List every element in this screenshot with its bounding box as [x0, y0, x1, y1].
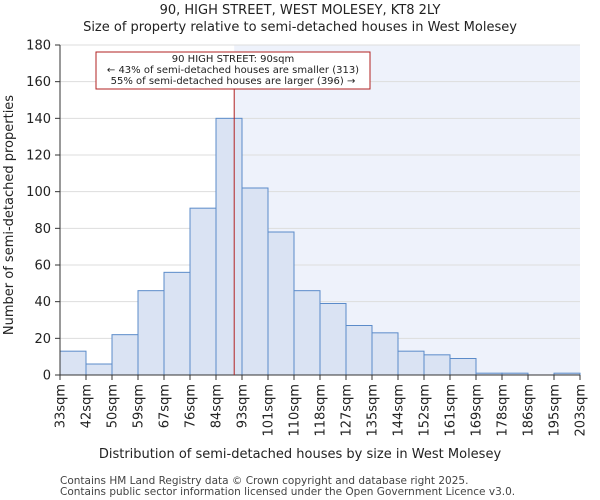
x-tick-label: 203sqm — [574, 384, 589, 437]
histogram-bar — [371, 332, 399, 376]
y-tick-label: 160 — [26, 75, 51, 90]
chart-title-line2: Size of property relative to semi-detach… — [83, 20, 517, 35]
footer-line2: Contains public sector information licen… — [60, 486, 515, 498]
x-tick-label: 50sqm — [106, 384, 121, 428]
x-tick-label: 178sqm — [496, 384, 511, 437]
x-tick-label: 76sqm — [184, 384, 199, 428]
histogram-bar — [423, 354, 451, 376]
y-tick-label: 120 — [26, 149, 51, 164]
histogram-bar — [241, 187, 269, 376]
y-tick-label: 40 — [34, 295, 51, 310]
x-axis-label: Distribution of semi-detached houses by … — [99, 447, 502, 462]
y-tick-label: 60 — [34, 259, 51, 274]
x-tick-label: 110sqm — [288, 384, 303, 437]
histogram-bar — [111, 334, 139, 376]
y-tick-label: 180 — [26, 39, 51, 54]
histogram-bar — [267, 231, 295, 376]
x-tick-label: 195sqm — [548, 384, 563, 437]
histogram-bar — [189, 207, 217, 376]
x-tick-label: 135sqm — [366, 384, 381, 437]
bar-layer — [59, 117, 581, 376]
x-tick-label: 33sqm — [54, 384, 69, 428]
x-tick-label: 169sqm — [470, 384, 485, 437]
x-tick-label: 127sqm — [340, 384, 355, 437]
annotation-line2: ← 43% of semi-detached houses are smalle… — [107, 65, 359, 76]
annotation-line1: 90 HIGH STREET: 90sqm — [172, 54, 294, 65]
y-tick-layer: 0 20 40 60 80 100 120 140 160 180 — [26, 39, 60, 384]
histogram-bar — [85, 363, 113, 376]
x-tick-label: 101sqm — [262, 384, 277, 437]
footer-line1: Contains HM Land Registry data © Crown c… — [60, 475, 468, 487]
y-tick-label: 0 — [43, 369, 51, 384]
y-tick-label: 140 — [26, 112, 51, 127]
histogram-bar — [397, 350, 425, 376]
y-tick-label: 100 — [26, 185, 51, 200]
x-tick-label: 161sqm — [444, 384, 459, 437]
histogram-bar — [293, 290, 321, 376]
y-tick-label: 80 — [34, 222, 51, 237]
histogram-bar — [215, 117, 243, 376]
x-tick-label: 118sqm — [314, 384, 329, 437]
x-tick-label: 144sqm — [392, 384, 407, 437]
x-tick-label: 152sqm — [418, 384, 433, 437]
annotation-box — [95, 51, 371, 90]
x-tick-label: 42sqm — [80, 384, 95, 428]
x-tick-label: 67sqm — [158, 384, 173, 428]
histogram-bar — [59, 350, 87, 376]
x-tick-label: 84sqm — [210, 384, 225, 428]
y-axis-label: Number of semi-detached properties — [2, 95, 17, 335]
histogram-bar — [137, 290, 165, 376]
x-tick-label: 93sqm — [236, 384, 251, 428]
histogram-bar — [345, 325, 373, 376]
histogram-bar — [449, 358, 477, 376]
x-tick-label: 186sqm — [522, 384, 537, 437]
chart-title-line1: 90, HIGH STREET, WEST MOLESEY, KT8 2LY — [160, 3, 441, 18]
histogram-bar — [319, 303, 347, 376]
annotation-line3: 55% of semi-detached houses are larger (… — [111, 76, 356, 87]
x-tick-label: 59sqm — [132, 384, 147, 428]
histogram-bar — [163, 271, 191, 376]
x-tick-layer: 33sqm 42sqm 50sqm 59sqm 67sqm 76sqm 84sqm 93sqm… — [54, 375, 589, 437]
y-tick-label: 20 — [34, 332, 51, 347]
